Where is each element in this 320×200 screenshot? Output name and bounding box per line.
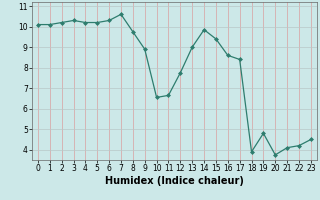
X-axis label: Humidex (Indice chaleur): Humidex (Indice chaleur): [105, 176, 244, 186]
